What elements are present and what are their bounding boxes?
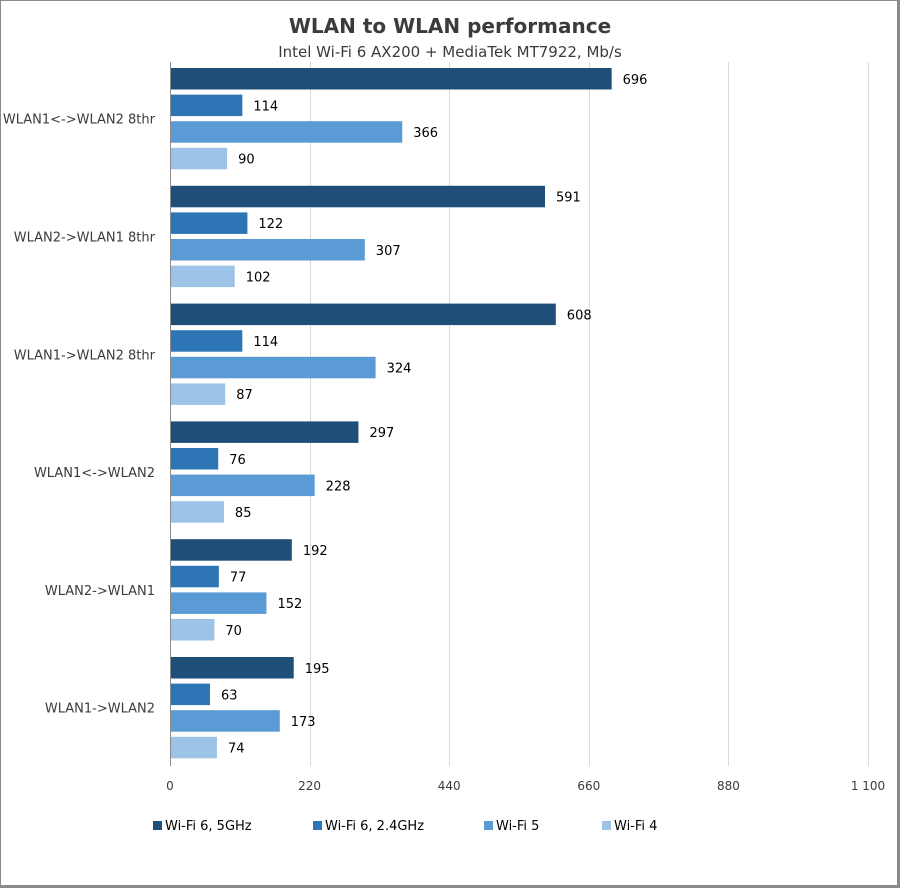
bar — [171, 383, 226, 405]
data-label: 324 — [387, 362, 412, 377]
bar — [171, 212, 248, 234]
bar — [171, 539, 292, 561]
category-label: WLAN1->WLAN2 — [45, 702, 155, 717]
data-label: 74 — [228, 742, 245, 757]
legend-item: Wi-Fi 4 — [602, 819, 657, 834]
category-label: WLAN2->WLAN1 — [45, 584, 155, 599]
bar — [171, 68, 612, 90]
data-label: 85 — [235, 506, 252, 521]
bar — [171, 421, 359, 443]
legend-item: Wi-Fi 5 — [484, 819, 539, 834]
bar — [171, 592, 267, 614]
data-label: 87 — [236, 388, 253, 403]
bar — [171, 710, 280, 732]
bar — [171, 474, 315, 497]
data-label: 366 — [413, 126, 438, 141]
bar — [171, 121, 403, 143]
legend-label: Wi-Fi 6, 2.4GHz — [325, 819, 424, 834]
x-tick-label: 220 — [298, 779, 321, 793]
category-label: WLAN1<->WLAN2 — [34, 466, 155, 481]
x-tick-labels: 0 220 440 660 880 1 100 — [166, 779, 885, 793]
legend-label: Wi-Fi 4 — [614, 819, 657, 834]
bar — [171, 330, 243, 352]
chart-title: WLAN to WLAN performance — [289, 14, 611, 38]
data-label: 608 — [567, 308, 592, 323]
bar — [171, 303, 556, 326]
data-label: 70 — [225, 624, 242, 639]
data-label: 297 — [369, 426, 394, 441]
bar — [171, 448, 219, 470]
data-label: 173 — [291, 715, 316, 730]
bar — [171, 736, 217, 759]
bar — [171, 619, 215, 641]
legend-item: Wi-Fi 6, 2.4GHz — [313, 819, 424, 834]
data-label: 696 — [623, 73, 648, 88]
legend-swatch — [313, 821, 322, 830]
bar — [171, 185, 546, 208]
data-label: 195 — [305, 662, 330, 677]
legend-swatch — [153, 821, 162, 830]
bar — [171, 657, 294, 679]
category-labels: WLAN1<->WLAN2 8thr WLAN2->WLAN1 8thr WLAN1… — [3, 113, 156, 717]
bar — [171, 147, 228, 170]
category-label: WLAN2->WLAN1 8thr — [14, 230, 156, 245]
bar — [171, 356, 376, 379]
gridlines — [170, 62, 869, 766]
bars: 696 114 366 90 591 122 307 102 608 114 324 87 297 76 2… — [171, 68, 648, 759]
bar — [171, 239, 365, 261]
data-label: 102 — [246, 270, 271, 285]
data-label: 77 — [230, 571, 247, 586]
bar — [171, 683, 210, 706]
chart-subtitle: Intel Wi-Fi 6 AX200 + MediaTek MT7922, M… — [278, 43, 622, 61]
data-label: 307 — [376, 244, 401, 259]
x-tick-label: 660 — [577, 779, 600, 793]
legend-swatch — [602, 821, 611, 830]
bar — [171, 565, 219, 588]
legend-item: Wi-Fi 6, 5GHz — [153, 819, 252, 834]
data-label: 114 — [253, 99, 278, 114]
bar — [171, 501, 224, 523]
legend: Wi-Fi 6, 5GHz Wi-Fi 6, 2.4GHz Wi-Fi 5 Wi-Fi… — [153, 819, 657, 834]
x-tick-label: 440 — [438, 779, 461, 793]
data-label: 122 — [258, 217, 283, 232]
legend-label: Wi-Fi 5 — [496, 819, 539, 834]
bar — [171, 94, 243, 117]
legend-swatch — [484, 821, 493, 830]
data-label: 192 — [303, 544, 328, 559]
bar — [171, 265, 235, 288]
x-tick-label: 880 — [717, 779, 740, 793]
data-label: 228 — [326, 479, 351, 494]
data-label: 63 — [221, 688, 238, 703]
data-label: 114 — [253, 335, 278, 350]
data-label: 76 — [229, 453, 246, 468]
data-label: 591 — [556, 191, 581, 206]
x-tick-label: 0 — [166, 779, 174, 793]
data-label: 90 — [238, 153, 255, 168]
legend-label: Wi-Fi 6, 5GHz — [165, 819, 252, 834]
x-tick-label: 1 100 — [851, 779, 885, 793]
data-label: 152 — [277, 597, 302, 612]
category-label: WLAN1<->WLAN2 8thr — [3, 113, 156, 128]
category-label: WLAN1->WLAN2 8thr — [14, 348, 156, 363]
